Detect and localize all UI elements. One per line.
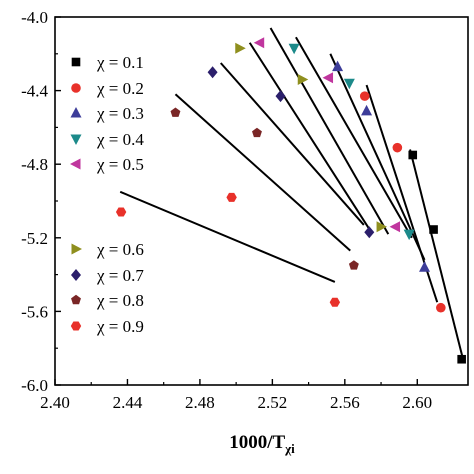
fit-line-series-7 [219, 62, 365, 226]
fit-line-series-5 [269, 27, 390, 235]
data-point-series-1 [457, 354, 466, 364]
legend-label-9: χ = 0.9 [96, 317, 144, 336]
x-tick-label: 2.48 [185, 393, 215, 412]
legend-marker-4 [70, 134, 82, 145]
legend-marker-7 [71, 269, 81, 281]
data-point-series-4 [288, 43, 300, 55]
data-point-series-3 [361, 104, 373, 116]
data-point-series-5 [253, 37, 265, 49]
fit-line-series-6 [248, 42, 372, 231]
data-point-series-1 [429, 225, 438, 234]
fit-line-series-4 [295, 36, 413, 239]
legend-marker-3 [70, 107, 82, 118]
legend-label-8: χ = 0.8 [96, 291, 144, 310]
legend-marker-2 [71, 83, 81, 93]
data-point-series-4 [343, 78, 355, 90]
legend-label-6: χ = 0.6 [96, 240, 144, 259]
x-tick-label: 2.44 [113, 393, 143, 412]
legend-label-3: χ = 0.3 [96, 104, 144, 123]
data-point-series-2 [359, 91, 370, 101]
data-point-series-9 [329, 297, 341, 307]
legend-label-1: χ = 0.1 [96, 53, 144, 72]
data-point-series-7 [207, 66, 218, 79]
data-point-series-9 [115, 207, 127, 217]
data-point-series-5 [389, 221, 401, 233]
data-point-series-6 [297, 74, 309, 86]
fit-line-series-9 [119, 190, 336, 283]
data-point-series-8 [348, 260, 359, 270]
data-point-series-7 [364, 226, 375, 239]
legend-label-5: χ = 0.5 [96, 155, 144, 174]
y-tick-label: -4.4 [21, 82, 48, 101]
legend-marker-8 [71, 294, 81, 305]
y-tick-label: -6.0 [21, 376, 48, 395]
data-point-series-2 [436, 302, 446, 313]
data-point-series-1 [408, 150, 418, 160]
data-point-series-9 [226, 192, 237, 202]
y-tick-label: -5.2 [21, 229, 48, 248]
x-axis-title: 1000/Tχi [229, 432, 295, 456]
legend-label-4: χ = 0.4 [96, 130, 144, 149]
data-points [115, 37, 466, 364]
x-tick-label: 2.60 [402, 393, 432, 412]
fit-line-series-3 [329, 53, 426, 261]
axis-ticks: 2.40 2.44 2.48 2.52 2.56 2.60 -4.0 -4.4 -4.8 -5.2… [21, 8, 432, 412]
x-axis-title-main: 1000/T [229, 432, 285, 453]
legend-marker-6 [71, 243, 82, 255]
data-point-series-3 [332, 60, 344, 72]
x-tick-label: 2.40 [40, 393, 70, 412]
x-tick-label: 2.52 [257, 393, 287, 412]
legend-marker-9 [70, 321, 82, 331]
data-point-series-6 [235, 42, 246, 54]
legend-marker-1 [71, 57, 81, 67]
legend: χ = 0.1 χ = 0.2 χ = 0.3 χ = 0.4 χ = 0.5 χ = 0… [70, 53, 144, 336]
fit-line-series-1 [409, 149, 464, 358]
y-tick-label: -4.8 [21, 155, 48, 174]
y-tick-label: -4.0 [21, 8, 48, 27]
legend-label-2: χ = 0.2 [96, 79, 144, 98]
data-point-series-6 [376, 221, 388, 233]
data-point-series-3 [419, 261, 431, 272]
legend-marker-5 [70, 158, 81, 170]
x-tick-label: 2.56 [330, 393, 360, 412]
data-point-series-8 [252, 127, 262, 138]
data-point-series-7 [275, 90, 286, 103]
data-point-series-8 [170, 107, 181, 117]
data-point-series-2 [392, 142, 403, 153]
data-point-series-4 [403, 229, 415, 241]
x-axis-title-subscript: χi [284, 441, 295, 456]
data-point-series-5 [322, 72, 334, 84]
y-tick-label: -5.6 [21, 302, 48, 321]
legend-label-7: χ = 0.7 [96, 266, 144, 285]
fit-lines [119, 27, 464, 358]
fit-line-series-8 [174, 93, 351, 252]
